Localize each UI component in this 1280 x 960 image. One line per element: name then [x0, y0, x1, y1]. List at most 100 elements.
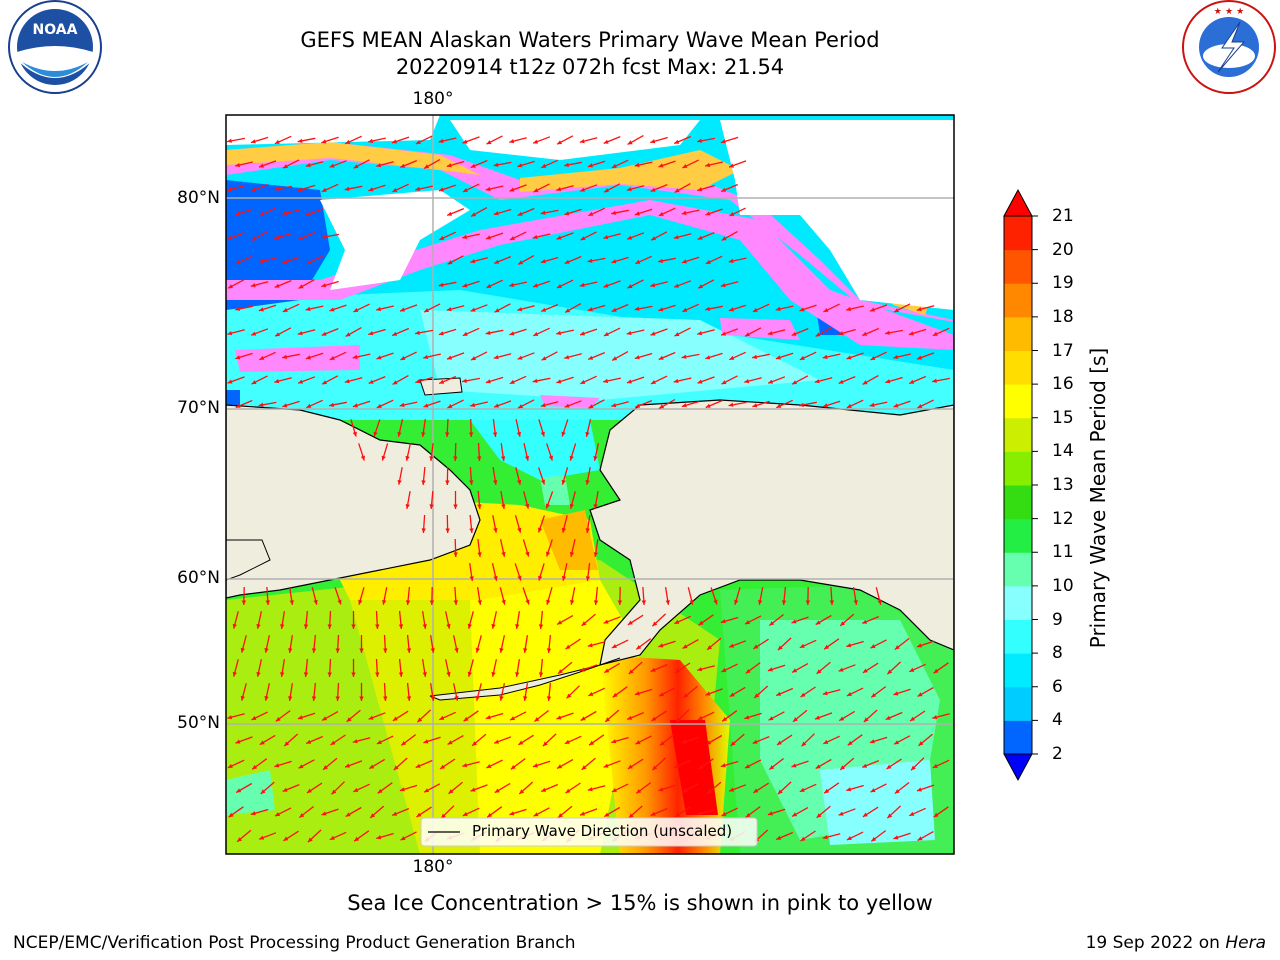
wave-arrow-head [838, 667, 844, 672]
wave-arrow-head [322, 716, 328, 721]
wave-arrow-head [258, 402, 264, 407]
wave-arrow-head [593, 552, 598, 557]
wave-arrow-head [565, 788, 571, 793]
wave-arrow-head [486, 764, 492, 768]
wave-arrow-head [871, 837, 877, 842]
wave-arrow-head [501, 599, 506, 605]
wave-arrow-head [674, 763, 680, 768]
wave-arrow-head [353, 787, 359, 792]
wave-arrow-head [870, 356, 876, 360]
wave-arrow-head [558, 669, 563, 674]
wave-arrow-head [585, 528, 590, 533]
wave-arrow-head [303, 672, 309, 677]
wave-arrow-head [453, 600, 458, 605]
wave-arrow-head [329, 307, 335, 312]
wave-arrow-head [467, 671, 472, 677]
colorbar-tick-label: 16 [1052, 374, 1074, 395]
noaa-logo: NOAA [8, 0, 102, 94]
lat-label-70: 70°N [177, 398, 220, 418]
wave-direction-arrows [226, 135, 951, 843]
wave-arrow-head [416, 812, 422, 817]
wave-arrow-head [516, 431, 522, 437]
wave-arrow-head [634, 355, 640, 360]
wave-arrow-head [337, 599, 342, 605]
wave-arrow-head [580, 187, 586, 192]
wave-arrow-head [674, 188, 680, 193]
wave-arrow-head [517, 211, 523, 216]
wave-arrow-head [297, 187, 303, 192]
wave-arrow-head [580, 331, 585, 336]
wave-arrow-head [800, 836, 806, 841]
wave-arrow-head [626, 330, 632, 336]
wave-arrow-head [368, 331, 374, 336]
wave-arrow-head [344, 186, 350, 191]
wave-arrow-head [753, 644, 759, 649]
wave-arrow-head [352, 431, 357, 437]
wave-arrow-head [603, 283, 609, 288]
colorbar-segment [1004, 216, 1032, 251]
wave-arrow-head [587, 258, 593, 263]
wave-arrow-head [877, 599, 882, 605]
wave-arrow-head [869, 739, 875, 744]
wave-arrow-head [822, 403, 828, 408]
wave-arrow-head [288, 696, 293, 701]
wave-arrow-head [628, 669, 634, 674]
wave-arrow-head [588, 404, 594, 409]
wave-arrow-head [423, 403, 429, 408]
wave-arrow-head [297, 715, 303, 720]
wave-arrow-head [486, 283, 492, 288]
run-date: 19 Sep 2022 on Hera [1086, 933, 1266, 953]
wave-arrow-head [353, 308, 359, 312]
wave-arrow-head [546, 696, 552, 701]
wave-arrow-head [822, 354, 828, 360]
wave-arrow-head [377, 788, 383, 794]
wave-arrow-head [542, 741, 548, 747]
wave-arrow-head [438, 331, 444, 336]
wave-arrow-head [335, 696, 340, 701]
wave-arrow-head [227, 138, 232, 143]
wave-arrow-head [652, 621, 658, 627]
colorbar-segment [1004, 686, 1032, 721]
wave-arrow-head [697, 811, 703, 816]
wave-arrow-head [517, 355, 523, 360]
wave-arrow-head [627, 764, 633, 769]
wave-arrow-head [545, 503, 550, 509]
wave-arrow-head [274, 283, 280, 288]
wave-arrow-head [846, 787, 852, 792]
wave-arrow-head [523, 696, 528, 701]
wave-arrow-head [589, 740, 595, 746]
wave-arrow-head [745, 669, 751, 674]
wave-arrow-head [493, 528, 498, 533]
wave-arrow-head [792, 380, 797, 385]
wave-arrow-head [838, 811, 844, 816]
wave-arrow-head [776, 835, 782, 840]
wave-arrow-head [612, 692, 618, 698]
wave-arrow-head [564, 162, 569, 167]
wave-arrow-head [415, 330, 420, 335]
wave-arrow-head [659, 741, 665, 746]
wave-arrow-head [439, 235, 445, 240]
wave-arrow-head [617, 600, 623, 605]
wave-arrow-head [501, 504, 506, 509]
wave-arrow-head [305, 163, 311, 168]
colorbar [1003, 188, 1038, 782]
wave-arrow-head [917, 692, 923, 697]
wave-arrow-head [556, 235, 562, 240]
wave-arrow-head [462, 283, 468, 288]
wave-arrow-head [862, 763, 868, 768]
wave-arrow-head [705, 691, 711, 696]
wave-arrow-head [470, 787, 476, 792]
wave-arrow-head [235, 211, 241, 216]
wave-arrow-head [581, 621, 587, 626]
wave-arrow-head [275, 332, 280, 337]
wave-arrow-head [368, 138, 374, 144]
wave-arrow-head [585, 576, 591, 581]
wave-arrow-head [564, 211, 570, 216]
wave-arrow-head [682, 739, 687, 744]
wave-arrow-head [471, 212, 477, 217]
wave-arrow-head [227, 187, 233, 192]
wave-arrow-head [298, 235, 304, 240]
wave-arrow-head [517, 575, 522, 581]
wave-arrow-head [519, 789, 525, 794]
wave-arrow-head [259, 355, 265, 360]
